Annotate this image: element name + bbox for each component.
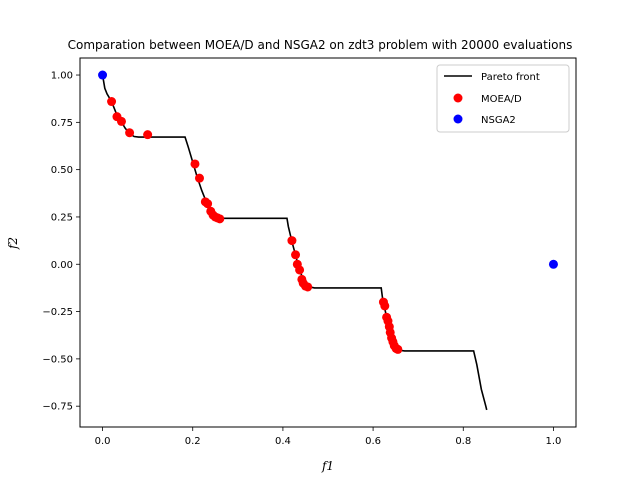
point-moea-d: [393, 344, 403, 354]
point-moea-d: [295, 265, 305, 275]
y-tick-label: 0.00: [51, 260, 73, 271]
legend-label-pareto-front: Pareto front: [481, 72, 540, 83]
legend-label-nsga2: NSGA2: [481, 115, 516, 126]
y-tick-label: 0.75: [51, 118, 73, 129]
plot-frame: [79, 57, 577, 428]
point-moea-d: [215, 214, 225, 224]
y-tick-label: −0.25: [42, 307, 73, 318]
y-tick-label: −0.50: [42, 354, 73, 365]
y-tick-label: −0.75: [42, 402, 73, 413]
y-tick-label: 1.00: [51, 71, 73, 82]
point-moea-d: [287, 236, 297, 246]
y-tick-label: 0.50: [51, 165, 73, 176]
point-moea-d: [143, 130, 153, 140]
plot-area: [98, 70, 558, 411]
x-tick-label: 0.8: [455, 436, 471, 447]
x-tick-label: 0.0: [95, 436, 111, 447]
point-moea-d: [194, 173, 204, 183]
legend-swatch-moead: [453, 93, 463, 103]
point-moea-d: [116, 116, 126, 126]
y-axis-label: f2: [6, 237, 20, 250]
x-axis: 0.0 0.2 0.4 0.6 0.8 1.0: [95, 427, 562, 447]
x-tick-label: 1.0: [546, 436, 562, 447]
point-moea-d: [380, 301, 390, 311]
point-moea-d: [291, 250, 301, 260]
point-nsga2: [98, 70, 108, 80]
x-axis-label: f1: [321, 459, 334, 473]
y-axis: −0.75 −0.50 −0.25 0.00 0.25 0.50 0.75 1.00: [42, 71, 80, 413]
x-tick-label: 0.2: [185, 436, 201, 447]
point-moea-d: [203, 199, 213, 209]
point-moea-d: [125, 128, 135, 138]
point-moea-d: [303, 282, 313, 292]
point-nsga2: [548, 259, 558, 269]
legend: Pareto front MOEA/D NSGA2: [436, 64, 570, 133]
y-tick-label: 0.25: [51, 212, 73, 223]
chart-title: Comparation between MOEA/D and NSGA2 on …: [68, 38, 573, 52]
point-moea-d: [107, 97, 117, 107]
legend-label-moead: MOEA/D: [481, 94, 522, 105]
x-tick-label: 0.4: [275, 436, 291, 447]
legend-swatch-nsga2: [453, 114, 463, 124]
point-moea-d: [190, 159, 200, 169]
x-tick-label: 0.6: [365, 436, 381, 447]
legend-frame: [436, 64, 570, 133]
